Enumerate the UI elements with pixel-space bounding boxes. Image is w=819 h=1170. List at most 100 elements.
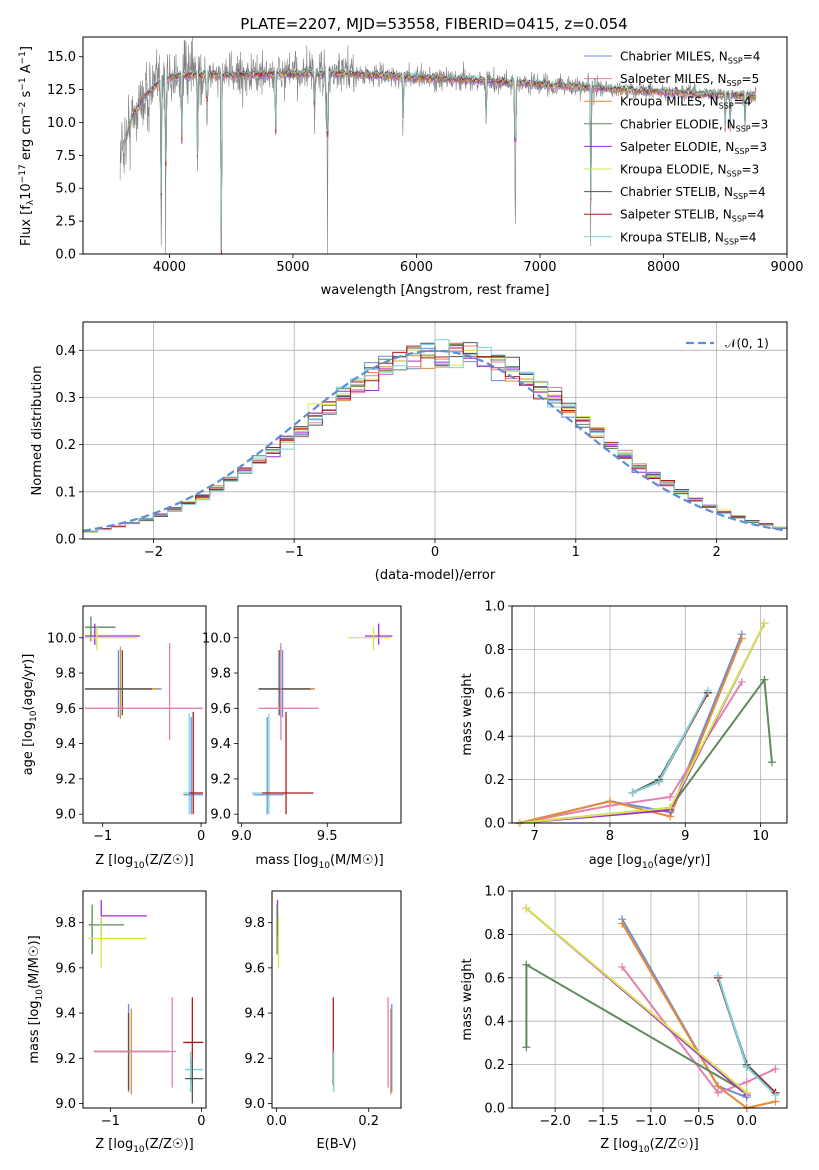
mass-weight-line — [519, 622, 766, 823]
legend-label-main: Salpeter ELODIE, N — [620, 140, 734, 154]
legend-label: Chabrier ELODIE, NSSP=3 — [620, 117, 768, 133]
metallicity-mass-weight-panel: −2.0 −1.5 −1.0 −0.5 0.0 0.0 0.2 0.4 0.6 0.8 1.0 Z [… — [460, 885, 788, 1155]
x-axis-label-sub: 10 — [319, 861, 331, 871]
y-tick-label: 9.6 — [55, 961, 76, 976]
y-axis-label-part: −1 — [18, 51, 28, 64]
data-point-marker — [666, 803, 675, 812]
x-tick-label: −1 — [285, 545, 304, 560]
x-axis-label-sub: 10 — [133, 1145, 145, 1155]
y-axis-label-main: age [log — [21, 722, 36, 775]
data-point-marker — [522, 1043, 531, 1052]
x-tick-label: 8 — [606, 829, 614, 844]
y-axis-label-part: s — [19, 90, 34, 101]
x-axis-label-main: Z [log — [600, 1137, 638, 1152]
data-point-marker — [522, 960, 531, 969]
legend-label: Kroupa STELIB, NSSP=4 — [620, 230, 757, 246]
legend-label-tail: =3 — [742, 163, 760, 177]
legend-label-tail: =5 — [742, 72, 760, 86]
legend-label-tail: =4 — [743, 50, 761, 64]
y-axis-label-sub: 10 — [35, 989, 45, 1001]
mass-weight-line — [632, 692, 709, 794]
y-axis-label-tail: (age/yr)] — [21, 654, 36, 711]
y-tick-label: 0.0 — [55, 533, 76, 548]
legend-label-sub: SSP — [727, 79, 742, 88]
data-point-marker — [666, 792, 675, 801]
x-tick-label: 9.5 — [317, 829, 338, 844]
legend-label-tail: =4 — [748, 185, 766, 199]
legend-label-main: Chabrier ELODIE, N — [620, 117, 736, 131]
y-tick-label: 9.8 — [244, 916, 265, 931]
legend-label-main: Salpeter STELIB, N — [620, 208, 732, 222]
x-tick-label: 4000 — [153, 260, 186, 275]
plot-frame — [82, 321, 788, 540]
y-tick-label: 10.0 — [47, 116, 76, 131]
y-tick-label: 10.0 — [47, 631, 76, 646]
y-tick-label: 7.5 — [55, 149, 76, 164]
legend-label: Chabrier STELIB, NSSP=4 — [620, 185, 766, 201]
metallicity-mass-panel: −1 09.09.29.49.69.8Z [log10(Z/Z☉)]mass [l… — [27, 890, 207, 1155]
mass-weight-line — [519, 638, 743, 823]
data-point-marker — [767, 758, 776, 767]
y-tick-label: 0.2 — [55, 438, 76, 453]
data-point-marker — [737, 677, 746, 686]
y-tick-label: 9.4 — [55, 1007, 76, 1022]
x-axis-label: (data-model)/error — [375, 568, 496, 583]
plot-area — [251, 623, 393, 815]
data-point-marker — [714, 1088, 723, 1097]
x-tick-label: −1 — [93, 829, 112, 844]
histogram-step-line — [83, 345, 787, 532]
x-tick-label: −2.0 — [539, 1114, 571, 1129]
x-axis-label-tail: (Z/Z☉)] — [145, 1137, 194, 1152]
y-tick-label: 9.4 — [210, 737, 231, 752]
legend-label-tail: =3 — [751, 117, 769, 131]
plot-frame — [271, 890, 402, 1109]
y-tick-label: 15.0 — [47, 50, 76, 65]
y-tick-label: 0.3 — [55, 391, 76, 406]
x-tick-label: 7000 — [523, 260, 556, 275]
legend-label-tail: =4 — [747, 208, 765, 222]
plot-frame — [82, 890, 207, 1109]
legend-label-main: Chabrier MILES, N — [620, 50, 728, 64]
mass-weight-line — [519, 681, 743, 823]
legend-label-sub: SSP — [727, 170, 742, 179]
y-axis-label-part: ] — [19, 46, 34, 51]
y-tick-label: 0.6 — [484, 971, 505, 986]
legend-label-sub: SSP — [732, 215, 747, 224]
x-axis-label-tail: (age/yr)] — [653, 853, 710, 868]
legend-label-main: Kroupa ELODIE, N — [620, 163, 727, 177]
mass-weight-line — [525, 963, 748, 1094]
x-axis-label-tail: (Z/Z☉)] — [145, 853, 194, 868]
y-axis-label-part: λ — [26, 199, 36, 205]
data-point-marker — [742, 1077, 751, 1086]
x-tick-label: 5000 — [276, 260, 309, 275]
data-point-marker — [703, 686, 712, 695]
y-tick-label: 9.6 — [210, 702, 231, 717]
data-point-marker — [742, 1062, 751, 1071]
y-axis-label-part: −2 — [18, 102, 28, 115]
legend-label-sub: SSP — [733, 192, 748, 201]
y-axis-label: Flux [fλ10−17 erg cm−2 s−1 A−1] — [18, 46, 36, 246]
legend-label-sub: SSP — [724, 237, 739, 246]
y-tick-label: 5.0 — [55, 182, 76, 197]
x-tick-label: 9000 — [770, 260, 803, 275]
x-axis-label-tail: (Z/Z☉)] — [650, 1137, 699, 1152]
spectrum-panel: 4000 5000 6000 7000 8000 9000 0.0 2.5 5.0 7.5 10.0… — [18, 36, 804, 298]
mass-weight-line — [519, 633, 743, 823]
y-tick-label: 0.4 — [55, 344, 76, 359]
legend-label-sub: SSP — [719, 102, 734, 111]
y-tick-label: 9.4 — [244, 1007, 265, 1022]
x-axis-label: mass [log10(M/M☉)] — [255, 853, 383, 871]
plot-frame — [82, 36, 788, 255]
x-tick-label: 0 — [197, 1114, 205, 1129]
y-tick-label: 9.0 — [55, 808, 76, 823]
plot-area — [83, 339, 787, 533]
x-axis-label: Z [log10(Z/Z☉)] — [95, 1137, 193, 1155]
y-axis-label-main: mass [log — [27, 1000, 42, 1063]
x-axis-label-main: Z [log — [95, 853, 133, 868]
legend-label-tail: =4 — [734, 95, 752, 109]
y-tick-label: 9.0 — [210, 808, 231, 823]
y-tick-label: 9.8 — [210, 667, 231, 682]
x-tick-label: 0 — [197, 829, 205, 844]
y-tick-label: 0.4 — [484, 1015, 505, 1030]
data-point-marker — [628, 788, 637, 797]
